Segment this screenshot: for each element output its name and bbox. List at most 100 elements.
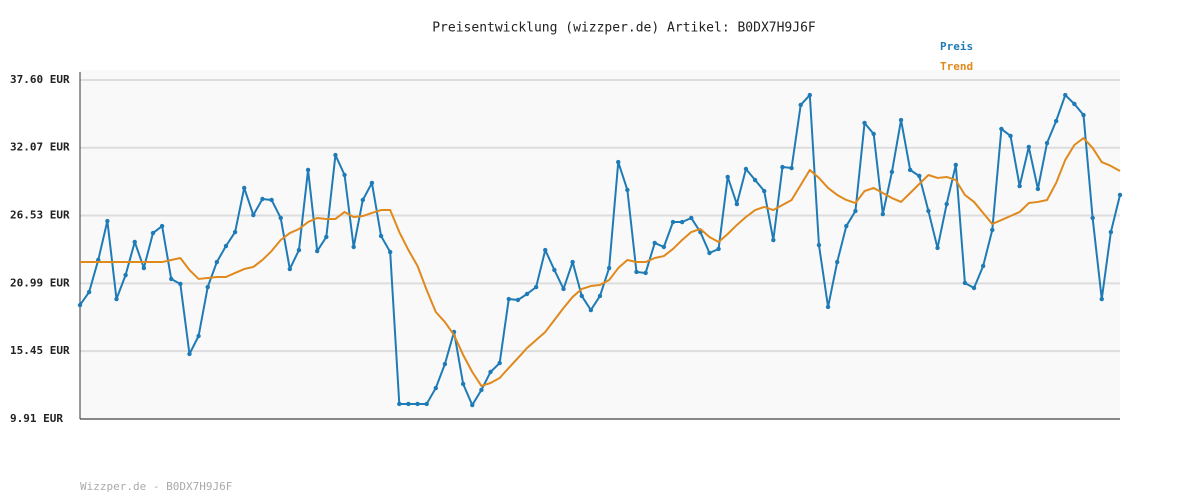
data-point bbox=[515, 297, 521, 303]
data-point bbox=[771, 237, 776, 243]
data-point bbox=[232, 229, 238, 235]
data-point bbox=[543, 247, 548, 253]
data-point bbox=[1044, 140, 1050, 146]
data-point bbox=[269, 197, 274, 203]
data-point bbox=[324, 234, 329, 240]
data-point bbox=[524, 291, 530, 297]
data-point bbox=[725, 174, 730, 180]
data-point bbox=[1072, 101, 1077, 107]
data-point bbox=[652, 240, 657, 246]
data-point bbox=[679, 219, 685, 225]
data-point bbox=[552, 267, 557, 273]
data-point bbox=[816, 242, 822, 248]
data-point bbox=[1017, 183, 1022, 189]
data-point bbox=[898, 117, 904, 123]
data-point bbox=[314, 248, 320, 254]
data-point bbox=[387, 249, 393, 255]
data-point bbox=[1117, 192, 1123, 198]
data-point bbox=[999, 126, 1004, 132]
chart-title: Preisentwicklung (wizzper.de) Artikel: B… bbox=[432, 21, 816, 36]
data-point bbox=[488, 369, 493, 375]
data-point bbox=[917, 173, 922, 179]
data-point bbox=[570, 259, 575, 265]
data-point bbox=[990, 227, 995, 233]
data-point bbox=[86, 289, 92, 295]
data-point bbox=[442, 361, 448, 367]
data-point bbox=[588, 307, 594, 313]
data-point bbox=[971, 285, 977, 291]
data-point bbox=[479, 387, 484, 393]
data-point bbox=[634, 269, 639, 275]
data-point bbox=[506, 296, 511, 302]
data-point bbox=[807, 92, 813, 98]
data-point bbox=[159, 223, 165, 229]
data-point bbox=[597, 293, 603, 299]
data-point bbox=[962, 280, 968, 286]
data-point bbox=[834, 259, 840, 265]
y-tick-label: 9.91 EUR bbox=[10, 412, 63, 425]
data-point bbox=[944, 201, 949, 207]
data-point bbox=[953, 162, 958, 168]
data-point bbox=[716, 246, 721, 252]
data-point bbox=[132, 239, 137, 245]
data-point bbox=[533, 284, 539, 290]
data-point bbox=[1026, 144, 1031, 150]
data-point bbox=[260, 196, 265, 202]
data-point bbox=[853, 208, 858, 214]
data-point bbox=[187, 351, 192, 357]
data-point bbox=[935, 245, 940, 251]
data-point bbox=[406, 401, 411, 407]
data-point bbox=[844, 223, 849, 229]
data-point bbox=[470, 402, 475, 408]
data-point bbox=[889, 169, 895, 175]
data-point bbox=[378, 233, 384, 239]
data-point bbox=[114, 296, 119, 302]
series-line bbox=[80, 137, 1121, 387]
data-point bbox=[643, 270, 648, 276]
data-point bbox=[360, 197, 366, 203]
y-tick-label: 37.60 EUR bbox=[10, 73, 70, 86]
data-point bbox=[789, 165, 794, 171]
data-point bbox=[369, 180, 375, 186]
data-point bbox=[561, 286, 566, 292]
data-point bbox=[169, 276, 174, 282]
plot-area bbox=[80, 70, 1120, 419]
data-point bbox=[1090, 215, 1095, 221]
data-point bbox=[1099, 296, 1104, 302]
data-point bbox=[980, 263, 986, 269]
data-point bbox=[825, 304, 831, 310]
data-point bbox=[926, 208, 931, 214]
data-point bbox=[223, 243, 229, 249]
data-point bbox=[351, 244, 356, 250]
data-point bbox=[278, 215, 283, 221]
data-point bbox=[880, 211, 886, 217]
data-point bbox=[579, 293, 584, 299]
data-point bbox=[424, 401, 429, 407]
footer: Wizzper.de - B0DX7H9J6F bbox=[80, 480, 232, 493]
data-point bbox=[616, 159, 621, 165]
legend-entry: Preis bbox=[940, 40, 973, 53]
data-point bbox=[798, 102, 803, 108]
data-point bbox=[342, 172, 347, 178]
legend-entry: Trend bbox=[940, 60, 973, 73]
data-point bbox=[196, 333, 201, 339]
data-point bbox=[743, 166, 749, 172]
data-point bbox=[433, 385, 438, 391]
data-point bbox=[77, 302, 83, 308]
data-point bbox=[871, 131, 876, 137]
data-point bbox=[862, 120, 867, 126]
data-point bbox=[707, 250, 712, 256]
data-point bbox=[752, 177, 758, 183]
data-point bbox=[1063, 92, 1068, 98]
data-point bbox=[497, 360, 502, 366]
data-point bbox=[333, 152, 338, 158]
data-point bbox=[397, 401, 402, 407]
data-point bbox=[251, 212, 256, 218]
data-point bbox=[907, 167, 913, 173]
y-tick-label: 32.07 EUR bbox=[10, 141, 70, 154]
data-point bbox=[1081, 112, 1086, 118]
data-point bbox=[1053, 118, 1059, 124]
data-point bbox=[625, 187, 630, 193]
data-point bbox=[214, 259, 220, 265]
